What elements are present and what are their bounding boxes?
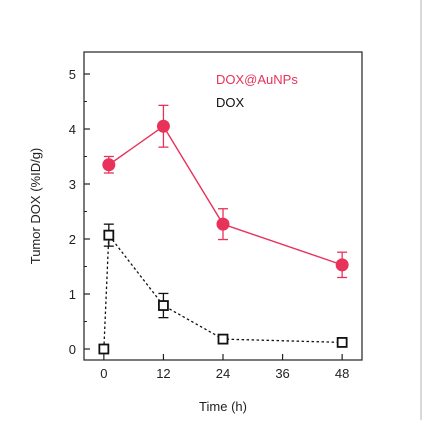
x-axis-title: Time (h): [199, 399, 247, 414]
legend: DOX@AuNPs DOX: [216, 72, 298, 110]
y-axis-title: Tumor DOX (%ID/g): [28, 148, 43, 265]
data-point-1-0: [98, 343, 110, 355]
data-point-0-0: [102, 158, 116, 172]
series-line-0: [108, 125, 343, 266]
x-tick-label-48: 48: [335, 366, 349, 381]
y-tick-label-5: 5: [69, 67, 76, 82]
y-tick-label-0: 0: [69, 342, 76, 357]
x-tick-label-12: 12: [156, 366, 170, 381]
series-layer: [98, 104, 349, 355]
data-point-1-1: [103, 229, 115, 241]
x-tick-label-36: 36: [275, 366, 289, 381]
x-tick-label-0: 0: [100, 366, 107, 381]
data-point-1-4: [336, 336, 348, 348]
series-1: [98, 223, 348, 355]
data-point-1-3: [217, 333, 229, 345]
y-tick-label-2: 2: [69, 232, 76, 247]
image-edge-line: [420, 0, 422, 420]
x-axis: 0 12 24 36 48: [100, 354, 349, 381]
series-line-1: [103, 233, 343, 350]
legend-entry-dox-aunps: DOX@AuNPs: [216, 72, 298, 87]
series-0: [102, 104, 349, 279]
data-point-1-2: [158, 300, 169, 311]
y-tick-label-1: 1: [69, 287, 76, 302]
data-point-0-1: [156, 119, 170, 133]
data-point-0-2: [216, 217, 230, 231]
x-tick-label-24: 24: [216, 366, 230, 381]
y-tick-label-3: 3: [69, 177, 76, 192]
data-point-0-3: [335, 258, 349, 272]
legend-entry-dox: DOX: [216, 95, 245, 110]
y-axis: 0 1 2 3 4 5: [69, 67, 90, 357]
y-tick-label-4: 4: [69, 122, 76, 137]
